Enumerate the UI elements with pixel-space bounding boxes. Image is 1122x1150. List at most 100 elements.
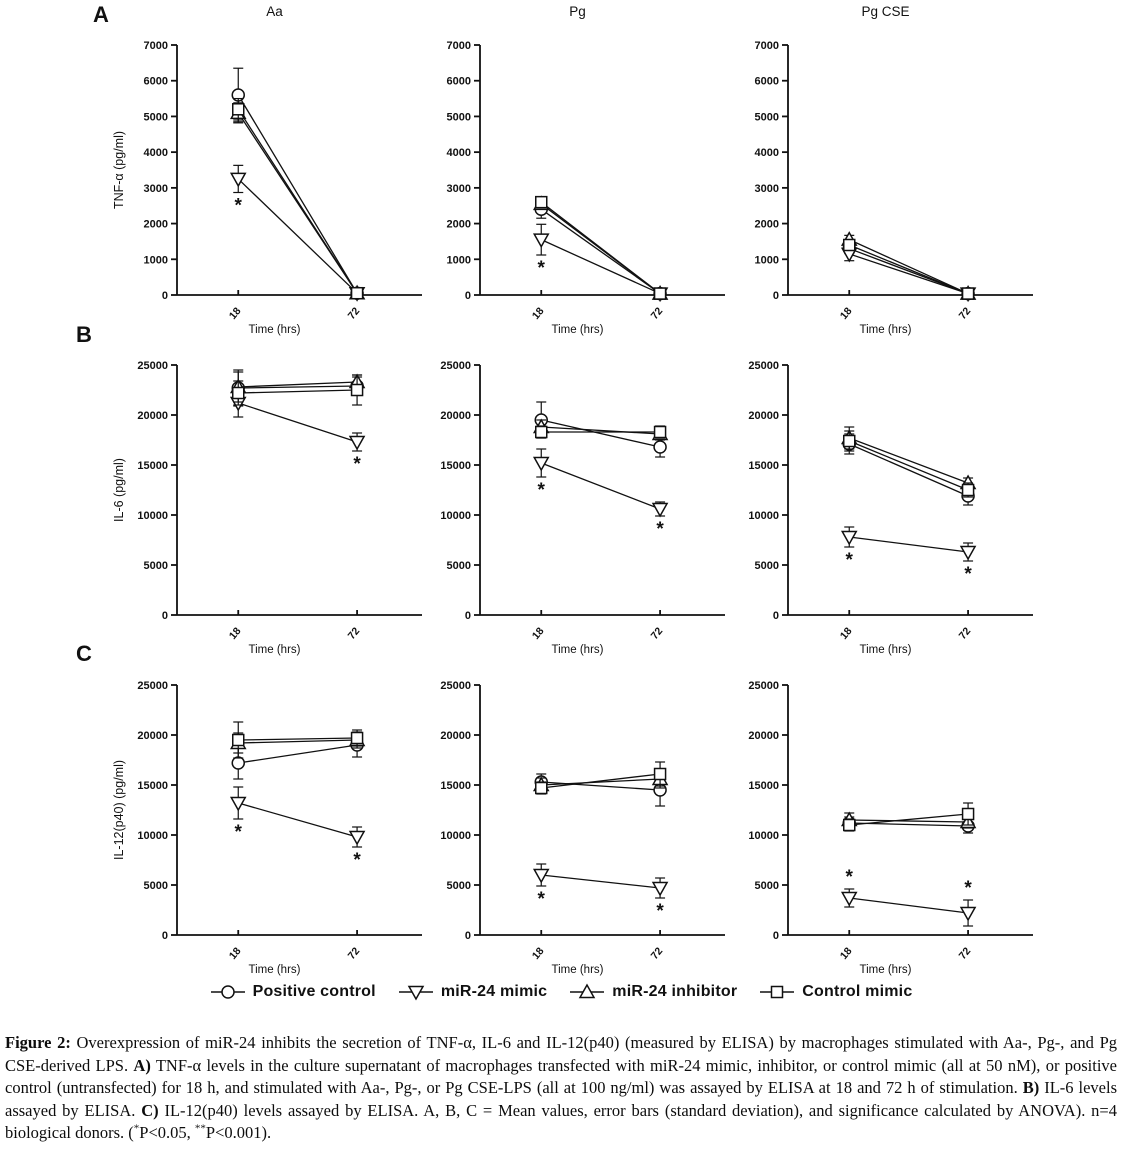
svg-text:6000: 6000: [144, 76, 168, 88]
square-icon: [232, 103, 245, 116]
square-icon: [653, 767, 667, 781]
chart-tnf-pgcse: 0 1000 2000 3000 4000 5000 6000 7000 18 72 Pg CSE T…: [718, 0, 1063, 340]
legend-label: miR-24 inhibitor: [612, 983, 738, 1000]
panel-letter-c: C: [76, 641, 92, 666]
triangle-down-icon: [532, 233, 550, 249]
legend-marker-triangle-up: [570, 983, 605, 999]
chart-tnf-aa: 0 1000 2000 3000 4000 5000 6000 7000 18 72 Aa Time …: [107, 0, 452, 340]
svg-text:5000: 5000: [755, 880, 779, 892]
triangle-down-icon: [348, 830, 366, 846]
square-icon: [771, 985, 784, 999]
chart-svg-il12-aa: 0 5000 10000 15000 20000 25000 18 72 Time (hrs) I…: [112, 680, 422, 976]
svg-text:4000: 4000: [447, 147, 471, 159]
svg-text:2000: 2000: [447, 219, 471, 231]
svg-text:20000: 20000: [748, 410, 779, 422]
triangle-down-icon: [407, 985, 425, 1001]
svg-text:18: 18: [530, 305, 547, 322]
caption-text-segment: P<0.001).: [205, 1123, 272, 1142]
svg-text:15000: 15000: [440, 460, 471, 472]
legend-label: miR-24 mimic: [440, 983, 548, 1000]
svg-text:5000: 5000: [447, 111, 471, 123]
triangle-down-icon: [348, 435, 366, 451]
legend-label: Positive control: [252, 983, 376, 1000]
svg-text:10000: 10000: [137, 510, 168, 522]
chart-il12-aa: 0 5000 10000 15000 20000 25000 18 72 Time (hrs) I…: [107, 660, 452, 1000]
legend-marker-triangle-down: [398, 985, 433, 1001]
svg-text:2000: 2000: [144, 219, 168, 231]
svg-text:18: 18: [227, 945, 244, 962]
svg-text:20000: 20000: [440, 410, 471, 422]
square-icon: [535, 425, 548, 439]
significance-asterisk: *: [235, 196, 243, 217]
svg-text:18: 18: [227, 625, 244, 642]
significance-asterisk: *: [353, 850, 361, 871]
legend-item-circle: Positive control: [210, 982, 376, 1002]
caption-text-segment: IL-6 levels assayed by ELISA.: [5, 1078, 1118, 1120]
legend-label: Control mimic: [802, 983, 913, 1000]
svg-text:0: 0: [465, 290, 471, 302]
square-icon: [843, 434, 856, 448]
square-icon: [843, 238, 856, 252]
svg-text:3000: 3000: [755, 183, 779, 195]
caption-text-segment: P<0.05,: [139, 1123, 195, 1142]
svg-text:Time (hrs): Time (hrs): [552, 324, 604, 336]
caption-bold-segment: B): [1022, 1078, 1040, 1097]
circle-icon: [220, 985, 235, 999]
square-icon: [232, 386, 245, 400]
chart-svg-il6-aa: 0 5000 10000 15000 20000 25000 18 72 Time (hrs) I…: [112, 360, 422, 656]
svg-text:3000: 3000: [447, 183, 471, 195]
svg-text:72: 72: [957, 305, 974, 322]
caption-bold-segment: Figure 2:: [5, 1033, 77, 1052]
svg-text:25000: 25000: [137, 360, 168, 372]
significance-asterisk: *: [846, 867, 854, 888]
svg-text:0: 0: [773, 290, 779, 302]
svg-text:72: 72: [346, 305, 363, 322]
svg-text:6000: 6000: [447, 76, 471, 88]
svg-text:0: 0: [162, 930, 168, 942]
significance-asterisk: *: [846, 550, 854, 571]
svg-text:5000: 5000: [144, 111, 168, 123]
caption-text-segment: IL-12(p40) levels assayed by ELISA. A, B…: [5, 1100, 1117, 1143]
svg-text:18: 18: [838, 305, 855, 322]
svg-text:72: 72: [346, 945, 363, 962]
svg-text:Time (hrs): Time (hrs): [249, 324, 301, 336]
svg-text:25000: 25000: [748, 680, 779, 692]
svg-text:72: 72: [957, 945, 974, 962]
triangle-down-icon: [229, 796, 247, 812]
svg-text:25000: 25000: [748, 360, 779, 372]
significance-asterisk: *: [538, 258, 546, 279]
svg-text:3000: 3000: [144, 183, 168, 195]
svg-text:7000: 7000: [755, 40, 779, 52]
svg-text:15000: 15000: [748, 460, 779, 472]
square-icon: [961, 807, 975, 821]
svg-text:10000: 10000: [748, 510, 779, 522]
square-icon: [232, 733, 245, 747]
chart-legend: Positive control miR-24 mimic miR-24 inhib…: [0, 982, 1122, 1002]
svg-text:7000: 7000: [447, 40, 471, 52]
chart-tnf-pg: 0 1000 2000 3000 4000 5000 6000 7000 18 72 Pg Time …: [410, 0, 755, 340]
svg-text:5000: 5000: [447, 560, 471, 572]
svg-text:25000: 25000: [137, 680, 168, 692]
square-icon: [350, 383, 364, 397]
chart-svg-il6-pg: 0 5000 10000 15000 20000 25000 18 72 Time (hrs) *…: [440, 360, 725, 656]
chart-il6-pg: 0 5000 10000 15000 20000 25000 18 72 Time (hrs) *…: [410, 340, 755, 680]
triangle-down-icon: [840, 530, 858, 546]
svg-text:18: 18: [530, 945, 547, 962]
square-icon: [961, 287, 975, 300]
legend-item-triangle-up: miR-24 inhibitor: [569, 982, 737, 1002]
svg-text:20000: 20000: [137, 730, 168, 742]
legend-marker-square: [760, 985, 795, 999]
square-icon: [535, 781, 548, 795]
svg-text:4000: 4000: [755, 147, 779, 159]
svg-text:Pg: Pg: [569, 4, 586, 19]
svg-text:72: 72: [346, 625, 363, 642]
svg-text:5000: 5000: [755, 560, 779, 572]
legend-item-square: Control mimic: [759, 982, 912, 1002]
svg-text:18: 18: [227, 305, 244, 322]
chart-svg-tnf-aa: 0 1000 2000 3000 4000 5000 6000 7000 18 72 Aa Time …: [112, 4, 422, 336]
svg-text:TNF-α (pg/ml): TNF-α (pg/ml): [112, 131, 126, 209]
svg-text:0: 0: [162, 610, 168, 622]
significance-asterisk: *: [538, 480, 546, 501]
svg-text:6000: 6000: [755, 76, 779, 88]
svg-text:Time (hrs): Time (hrs): [860, 324, 912, 336]
